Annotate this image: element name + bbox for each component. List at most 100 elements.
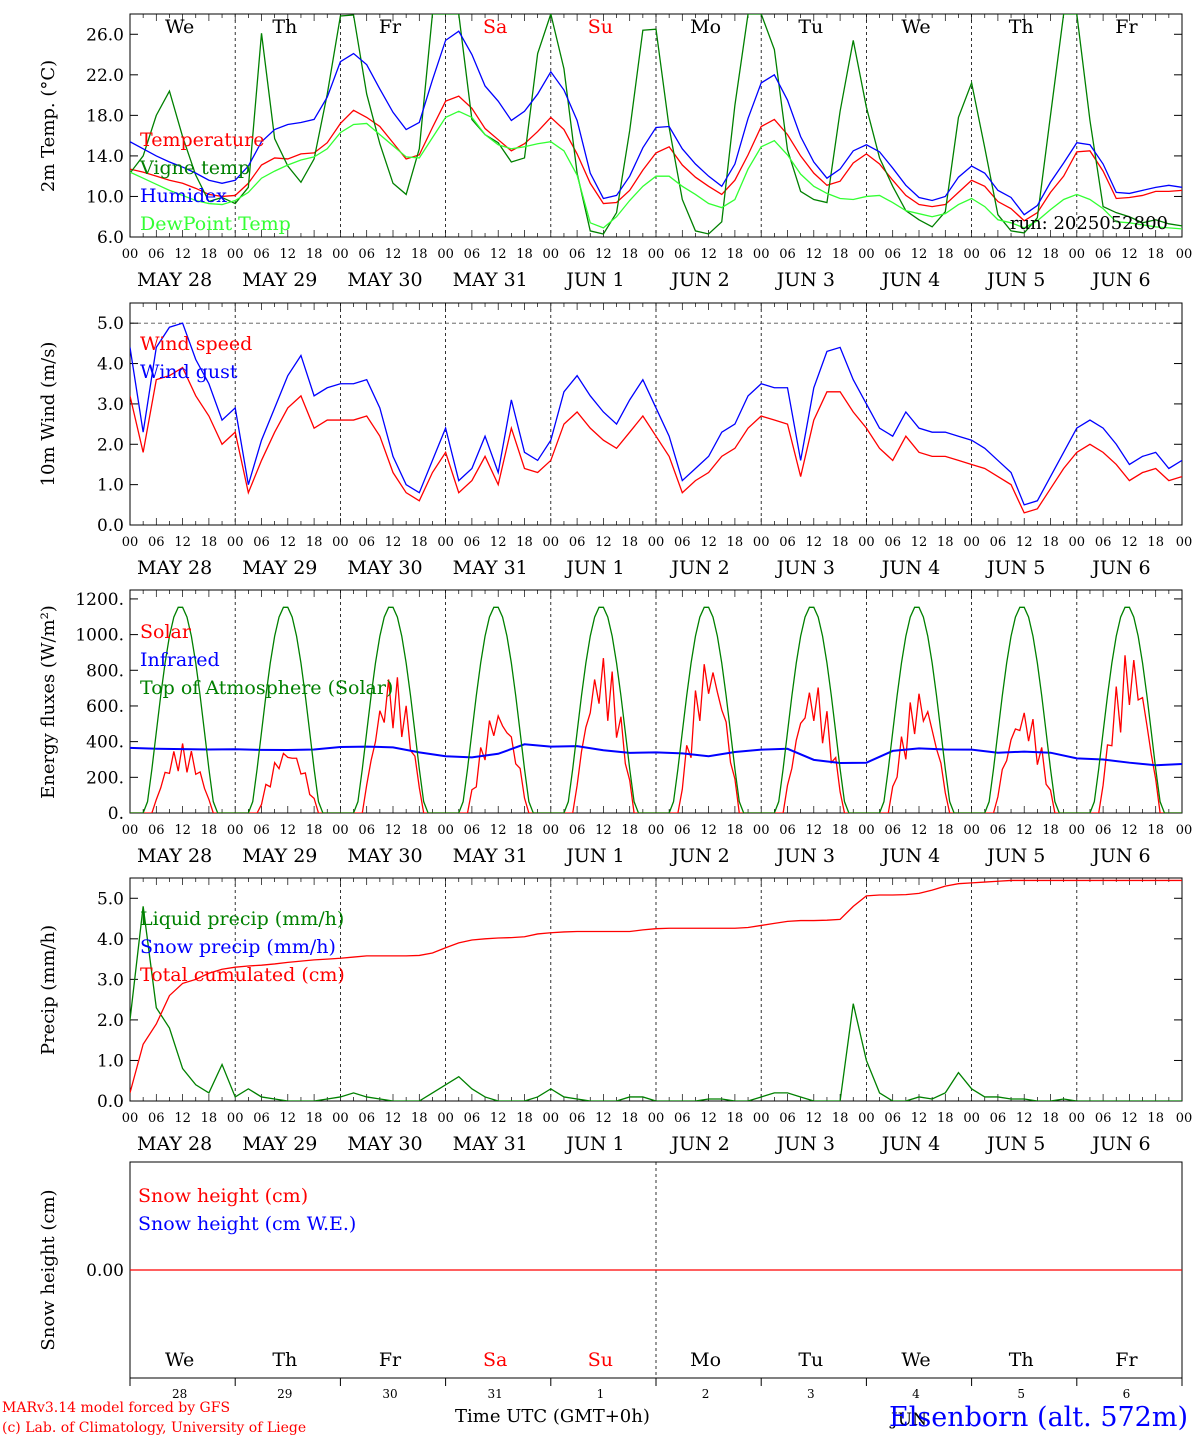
hour-tick-label: 00	[227, 1111, 244, 1126]
hour-tick-label: 06	[464, 823, 481, 838]
hour-tick-label: 18	[1147, 535, 1164, 550]
date-label: MAY 31	[453, 557, 528, 579]
hour-tick-label: 12	[911, 535, 928, 550]
hour-tick-label: 06	[1095, 535, 1112, 550]
hour-tick-label: 00	[1069, 823, 1086, 838]
hour-tick-label: 12	[1121, 1111, 1138, 1126]
day-number-label: 28	[172, 1387, 187, 1401]
hour-tick-label: 06	[253, 1111, 270, 1126]
plot-frame	[129, 589, 1183, 814]
hour-tick-label: 18	[937, 1111, 954, 1126]
hour-tick-label: 00	[122, 823, 139, 838]
hour-tick-label: 00	[1176, 535, 1193, 550]
hour-tick-label: 18	[306, 1111, 323, 1126]
weekday-label: Mo	[690, 1349, 721, 1371]
hour-tick-label: 12	[700, 1111, 717, 1126]
weekday-label: Su	[588, 1349, 613, 1371]
date-label: MAY 30	[347, 269, 422, 291]
date-label: JUN 5	[985, 269, 1045, 291]
hour-tick-label: 12	[911, 1111, 928, 1126]
hour-tick-label: 06	[779, 247, 796, 262]
series-group	[130, 879, 1182, 1101]
hour-tick-label: 00	[332, 823, 349, 838]
run-annotation: run: 2025052800	[1010, 213, 1168, 234]
y-tick-label: 26.0	[86, 25, 124, 45]
hour-tick-label: 06	[1095, 247, 1112, 262]
hour-tick-label: 12	[280, 247, 297, 262]
hour-tick-label: 00	[1069, 247, 1086, 262]
date-label: MAY 29	[242, 557, 317, 579]
legend-snow-height-cm-w-e-: Snow height (cm W.E.)	[138, 1213, 356, 1235]
hour-tick-label: 00	[332, 247, 349, 262]
hour-tick-label: 00	[858, 823, 875, 838]
hour-tick-label: 18	[516, 535, 533, 550]
date-label: JUN 5	[985, 557, 1045, 579]
hour-tick-label: 12	[806, 535, 823, 550]
weekday-label: Th	[1009, 1349, 1034, 1371]
hour-tick-label: 06	[358, 535, 375, 550]
date-label: MAY 31	[453, 845, 528, 867]
y-tick-label: 0.00	[86, 1261, 124, 1281]
legend-dewpoint-temp: DewPoint Temp	[140, 213, 291, 235]
panel-0: 6.0 10.0 14.0 18.0 22.0 26.0 00 06 12 18 MAY 28 00 0…	[38, 13, 1192, 291]
hour-tick-label: 12	[385, 823, 402, 838]
hour-tick-label: 18	[832, 1111, 849, 1126]
y-tick-label: 0.0	[97, 1092, 124, 1112]
hour-tick-label: 18	[727, 1111, 744, 1126]
hour-tick-label: 12	[174, 247, 191, 262]
hour-tick-label: 12	[700, 247, 717, 262]
y-tick-label: 1.0	[97, 476, 124, 496]
hour-tick-label: 12	[700, 535, 717, 550]
date-label: MAY 28	[137, 1133, 212, 1155]
hour-tick-label: 06	[674, 535, 691, 550]
hour-tick-label: 00	[753, 1111, 770, 1126]
hour-tick-label: 06	[990, 535, 1007, 550]
hour-tick-label: 06	[464, 535, 481, 550]
hour-tick-label: 12	[385, 247, 402, 262]
hour-tick-label: 00	[1069, 1111, 1086, 1126]
hour-tick-label: 06	[674, 823, 691, 838]
hour-tick-label: 06	[464, 1111, 481, 1126]
weekday-label: Sa	[483, 1349, 507, 1371]
y-tick-label: 3.0	[97, 395, 124, 415]
hour-tick-label: 00	[122, 535, 139, 550]
date-label: JUN 2	[669, 557, 729, 579]
hour-tick-label: 00	[543, 1111, 560, 1126]
y-axis-title: 10m Wind (m/s)	[38, 342, 59, 487]
hour-tick-label: 06	[1095, 1111, 1112, 1126]
hour-tick-label: 06	[358, 247, 375, 262]
panel-4: 0.00 Snow height (cm) Snow height (cm) Snow…	[38, 1161, 1183, 1430]
legend-humidex: Humidex	[140, 185, 227, 207]
hour-tick-label: 06	[569, 247, 586, 262]
date-label: JUN 1	[564, 845, 624, 867]
hour-tick-label: 12	[700, 823, 717, 838]
hour-tick-label: 18	[411, 823, 428, 838]
hour-tick-label: 06	[779, 823, 796, 838]
weekday-label: Tu	[798, 1349, 823, 1371]
hour-tick-label: 18	[621, 535, 638, 550]
hour-tick-label: 12	[806, 1111, 823, 1126]
hour-tick-label: 00	[753, 247, 770, 262]
day-number-label: 30	[382, 1387, 397, 1401]
hour-tick-label: 18	[621, 247, 638, 262]
hour-tick-label: 18	[201, 823, 218, 838]
hour-tick-label: 06	[674, 1111, 691, 1126]
hour-tick-label: 00	[437, 535, 454, 550]
date-label: MAY 28	[137, 269, 212, 291]
hour-tick-label: 18	[937, 247, 954, 262]
hour-tick-label: 00	[1176, 823, 1193, 838]
series-group	[130, 606, 1182, 813]
hour-tick-label: 06	[1095, 823, 1112, 838]
hour-tick-label: 00	[648, 1111, 665, 1126]
hour-tick-label: 18	[306, 247, 323, 262]
hour-tick-label: 18	[937, 535, 954, 550]
y-tick-label: 18.0	[86, 106, 124, 126]
weekday-label: Fr	[379, 16, 402, 38]
legend-vigne-temp: Vigne temp	[139, 157, 250, 179]
y-tick-label: 4.0	[97, 930, 124, 950]
hour-tick-label: 00	[227, 535, 244, 550]
y-tick-label: 4.0	[97, 355, 124, 375]
date-label: JUN 1	[564, 1133, 624, 1155]
hour-tick-label: 18	[516, 247, 533, 262]
